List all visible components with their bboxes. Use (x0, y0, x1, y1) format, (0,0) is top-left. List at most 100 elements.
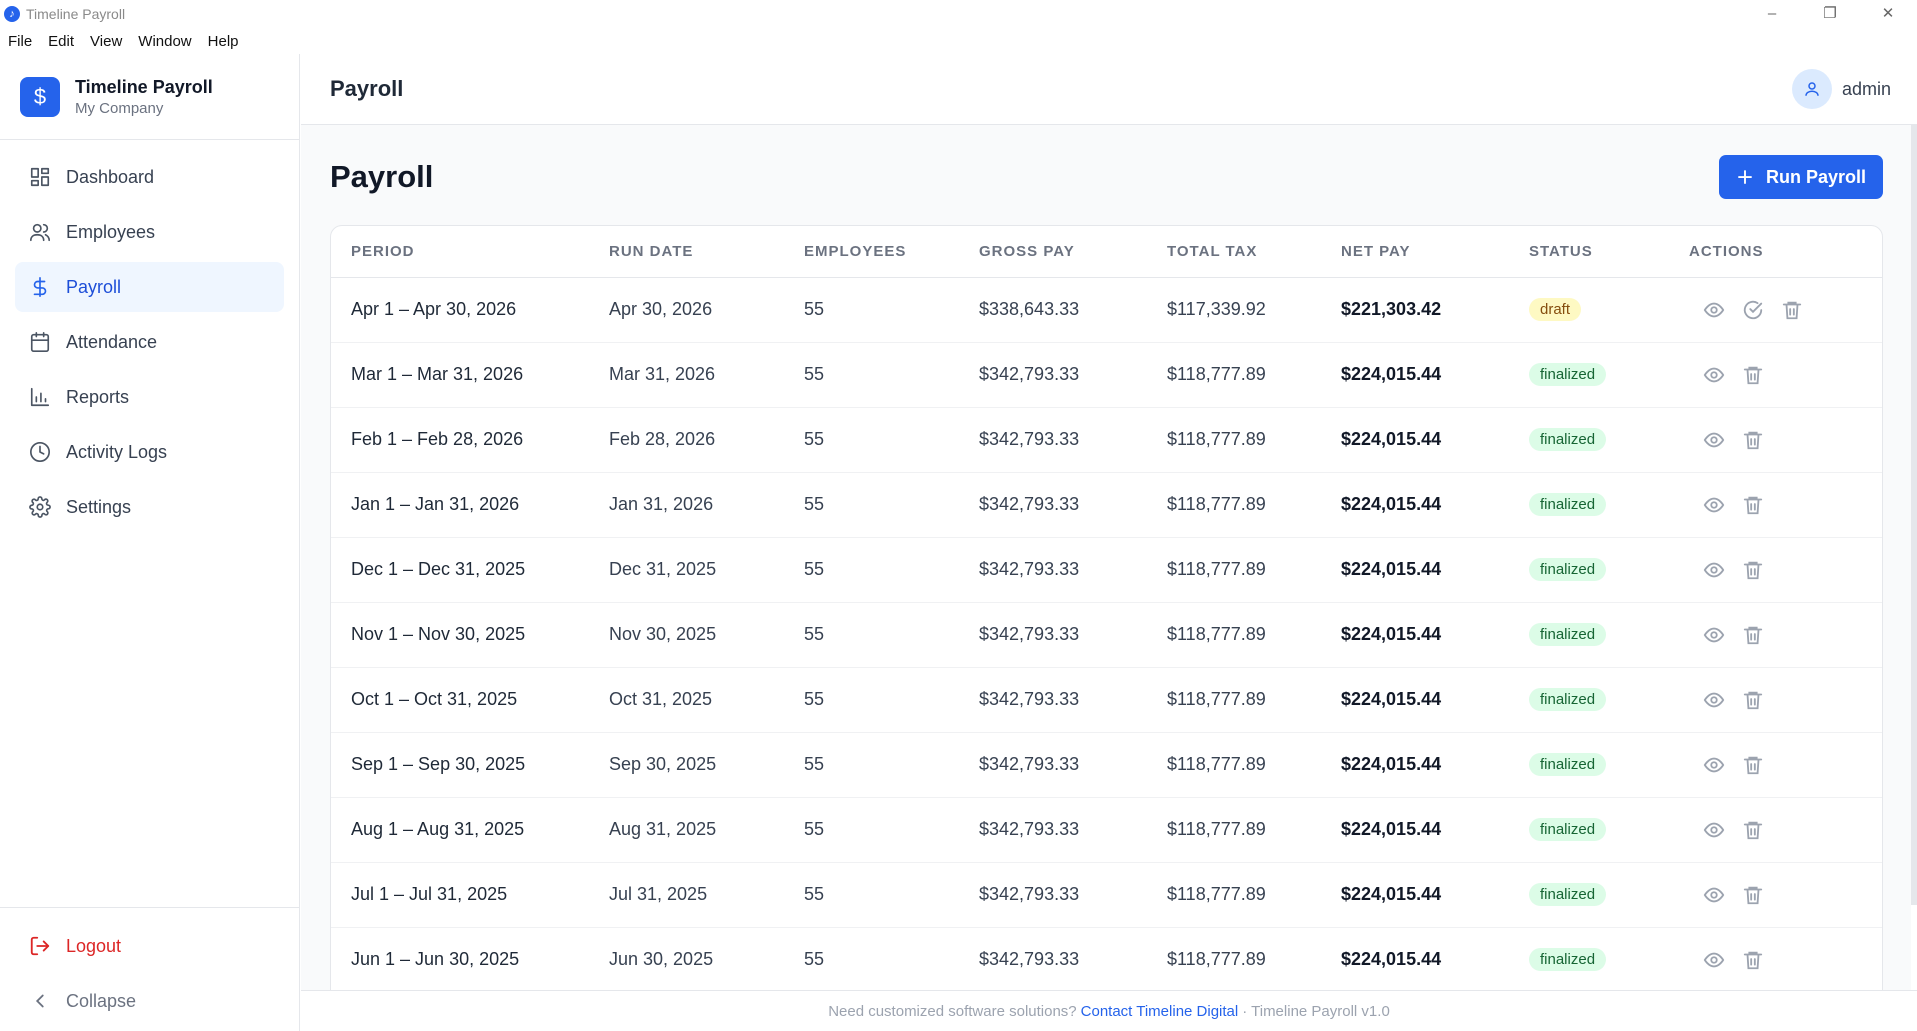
table-row[interactable]: Nov 1 – Nov 30, 2025 Nov 30, 2025 55 $34… (331, 602, 1882, 668)
actions-cell (1689, 277, 1882, 343)
footer-version: · Timeline Payroll v1.0 (1242, 1002, 1390, 1020)
trash-icon[interactable] (1742, 689, 1764, 711)
eye-icon[interactable] (1703, 754, 1725, 776)
contact-link[interactable]: Contact Timeline Digital (1080, 1002, 1239, 1020)
collapse-label: Collapse (66, 990, 137, 1011)
sidebar-item-settings[interactable]: Settings (15, 482, 284, 532)
net-pay-cell: $224,015.44 (1341, 732, 1529, 798)
column-header: NET PAY (1341, 226, 1529, 278)
table-row[interactable]: Jan 1 – Jan 31, 2026 Jan 31, 2026 55 $34… (331, 472, 1882, 538)
period-cell: Mar 1 – Mar 31, 2026 (331, 342, 609, 408)
trash-icon[interactable] (1742, 494, 1764, 516)
trash-icon[interactable] (1781, 299, 1803, 321)
net-pay-cell: $224,015.44 (1341, 862, 1529, 928)
sidebar-item-payroll[interactable]: Payroll (15, 262, 284, 312)
status-badge: finalized (1529, 688, 1607, 711)
user-icon (1805, 82, 1819, 96)
table-row[interactable]: Aug 1 – Aug 31, 2025 Aug 31, 2025 55 $34… (331, 797, 1882, 863)
calendar-icon (30, 332, 50, 352)
user-menu[interactable]: admin (1791, 69, 1891, 109)
avatar (1791, 69, 1832, 109)
eye-icon[interactable] (1703, 949, 1725, 971)
sidebar-item-label: Attendance (66, 331, 158, 352)
eye-icon[interactable] (1703, 884, 1725, 906)
eye-icon[interactable] (1703, 429, 1725, 451)
restore-button[interactable]: ❐ (1823, 5, 1837, 22)
employees-cell: 55 (804, 537, 979, 603)
top-header: Payroll admin (301, 54, 1917, 125)
sidebar-item-employees[interactable]: Employees (15, 207, 284, 257)
table-row[interactable]: Feb 1 – Feb 28, 2026 Feb 28, 2026 55 $34… (331, 407, 1882, 473)
eye-icon[interactable] (1703, 559, 1725, 581)
total-tax-cell: $118,777.89 (1167, 862, 1341, 928)
column-header: GROSS PAY (979, 226, 1167, 278)
status-badge: finalized (1529, 493, 1607, 516)
column-header: PERIOD (331, 226, 609, 278)
trash-icon[interactable] (1742, 429, 1764, 451)
status-badge: finalized (1529, 558, 1607, 581)
actions-cell (1689, 797, 1882, 863)
trash-icon[interactable] (1742, 624, 1764, 646)
table-row[interactable]: Sep 1 – Sep 30, 2025 Sep 30, 2025 55 $34… (331, 732, 1882, 798)
menu-edit[interactable]: Edit (48, 32, 75, 50)
sidebar-item-reports[interactable]: Reports (15, 372, 284, 422)
title-bar: ♪ Timeline Payroll – ❐ ✕ (0, 0, 1917, 28)
net-pay-cell: $224,015.44 (1341, 602, 1529, 668)
status-cell: finalized (1529, 537, 1689, 603)
logout-button[interactable]: Logout (15, 921, 284, 971)
employees-cell: 55 (804, 797, 979, 863)
trash-icon[interactable] (1742, 819, 1764, 841)
employees-cell: 55 (804, 407, 979, 473)
status-badge: finalized (1529, 883, 1607, 906)
table-row[interactable]: Apr 1 – Apr 30, 2026 Apr 30, 2026 55 $33… (331, 277, 1882, 343)
table-row[interactable]: Dec 1 – Dec 31, 2025 Dec 31, 2025 55 $34… (331, 537, 1882, 603)
eye-icon[interactable] (1703, 494, 1725, 516)
actions-cell (1689, 927, 1882, 990)
menu-help[interactable]: Help (207, 32, 239, 50)
trash-icon[interactable] (1742, 559, 1764, 581)
menu-view[interactable]: View (90, 32, 123, 50)
table-row[interactable]: Oct 1 – Oct 31, 2025 Oct 31, 2025 55 $34… (331, 667, 1882, 733)
run-payroll-button[interactable]: Run Payroll (1719, 155, 1883, 199)
gear-icon (29, 496, 51, 518)
actions-cell (1689, 602, 1882, 668)
trash-icon[interactable] (1742, 884, 1764, 906)
trash-icon[interactable] (1742, 949, 1764, 971)
period-cell: Jul 1 – Jul 31, 2025 (331, 862, 609, 928)
close-button[interactable]: ✕ (1881, 5, 1895, 22)
net-pay-cell: $224,015.44 (1341, 667, 1529, 733)
trash-icon[interactable] (1742, 364, 1764, 386)
scrollbar[interactable] (1911, 125, 1917, 905)
eye-icon[interactable] (1703, 819, 1725, 841)
table-row[interactable]: Mar 1 – Mar 31, 2026 Mar 31, 2026 55 $34… (331, 342, 1882, 408)
table-row[interactable]: Jul 1 – Jul 31, 2025 Jul 31, 2025 55 $34… (331, 862, 1882, 928)
sidebar: $ Timeline Payroll My Company Dashboard E… (0, 54, 300, 1031)
sidebar-item-attendance[interactable]: Attendance (15, 317, 284, 367)
sidebar-item-label: Payroll (66, 276, 122, 297)
eye-icon[interactable] (1703, 299, 1725, 321)
sidebar-item-activity-logs[interactable]: Activity Logs (15, 427, 284, 477)
footer-text: Need customized software solutions? (828, 1002, 1077, 1020)
total-tax-cell: $118,777.89 (1167, 602, 1341, 668)
eye-icon[interactable] (1703, 689, 1725, 711)
period-cell: Apr 1 – Apr 30, 2026 (331, 277, 609, 343)
minimize-button[interactable]: – (1767, 5, 1777, 22)
eye-icon[interactable] (1703, 624, 1725, 646)
finalize-check-icon[interactable] (1742, 299, 1764, 321)
total-tax-cell: $118,777.89 (1167, 342, 1341, 408)
menu-window[interactable]: Window (138, 32, 192, 50)
period-cell: Oct 1 – Oct 31, 2025 (331, 667, 609, 733)
table-row[interactable]: Jun 1 – Jun 30, 2025 Jun 30, 2025 55 $34… (331, 927, 1882, 990)
menu-bar: File Edit View Window Help (0, 28, 247, 54)
gross-pay-cell: $342,793.33 (979, 797, 1167, 863)
menu-file[interactable]: File (8, 32, 33, 50)
trash-icon[interactable] (1742, 754, 1764, 776)
employees-cell: 55 (804, 667, 979, 733)
eye-icon[interactable] (1703, 364, 1725, 386)
window-title: Timeline Payroll (26, 6, 126, 22)
sidebar-nav: Dashboard Employees Payroll Attendance Repor… (0, 140, 299, 532)
sidebar-item-dashboard[interactable]: Dashboard (15, 152, 284, 202)
status-cell: finalized (1529, 342, 1689, 408)
actions-cell (1689, 472, 1882, 538)
collapse-button[interactable]: Collapse (15, 976, 284, 1026)
